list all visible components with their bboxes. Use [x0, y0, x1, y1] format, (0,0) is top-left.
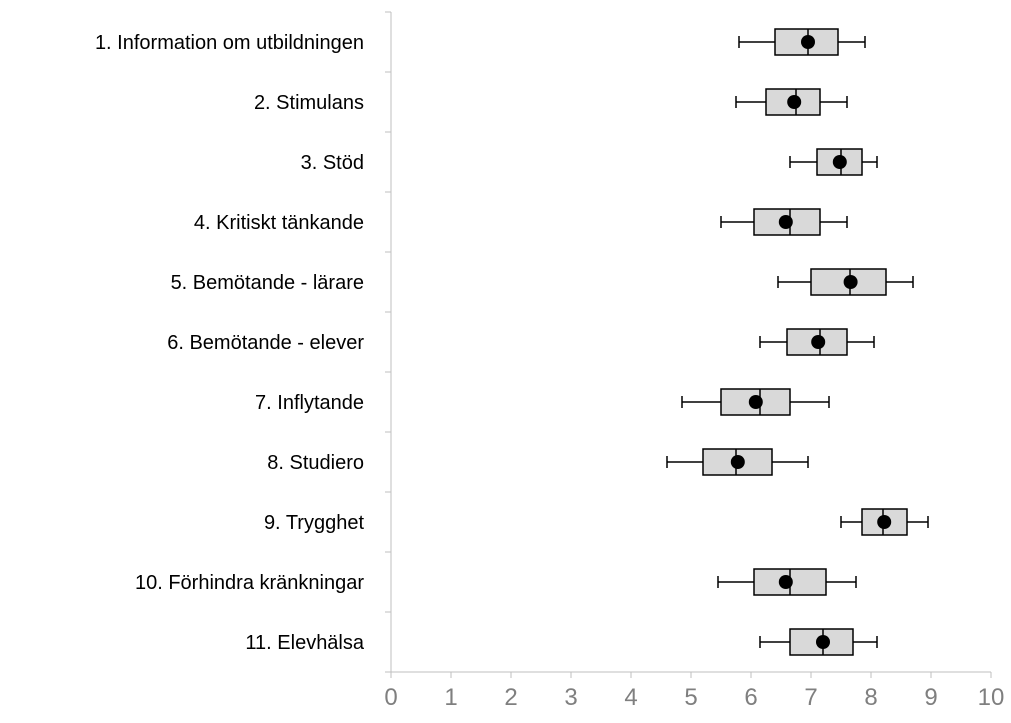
x-tick-label: 5 — [684, 684, 697, 711]
box-item — [720, 208, 848, 236]
mean-marker — [787, 95, 802, 109]
mean-marker — [816, 635, 830, 649]
category-label: 2. Stimulans — [254, 92, 364, 114]
category-label: 7. Inflytande — [255, 392, 364, 414]
mean-marker — [801, 35, 815, 49]
category-label: 1. Information om utbildningen — [95, 32, 364, 54]
box-item — [759, 628, 878, 656]
category-labels: 1. Information om utbildningen 2. Stimula… — [95, 32, 365, 654]
x-tick-label: 0 — [384, 684, 397, 711]
box-item — [738, 28, 866, 56]
box-item — [759, 328, 875, 356]
x-tick-label: 1 — [444, 684, 457, 711]
mean-marker — [877, 515, 892, 529]
mean-marker — [832, 155, 847, 169]
x-tick-label: 2 — [504, 684, 517, 711]
category-label: 10. Förhindra kränkningar — [135, 572, 364, 594]
mean-marker — [843, 275, 858, 289]
x-tick-label: 6 — [744, 684, 757, 711]
x-tick-label: 4 — [624, 684, 637, 711]
x-tick-labels: 0 1 2 3 4 5 6 7 8 9 10 — [384, 684, 1004, 711]
x-tick-label: 10 — [978, 684, 1005, 711]
x-axis-ticks — [390, 672, 992, 678]
category-label: 11. Elevhälsa — [245, 632, 364, 654]
box-item — [840, 508, 929, 536]
x-tick-label: 7 — [804, 684, 817, 711]
mean-marker — [811, 335, 826, 349]
box-item — [789, 148, 878, 176]
box-item — [666, 448, 809, 476]
box-item — [681, 388, 830, 416]
box-series — [666, 28, 929, 656]
box-item — [777, 268, 914, 296]
mean-marker — [748, 395, 763, 409]
mean-marker — [730, 455, 745, 469]
x-tick-label: 9 — [924, 684, 937, 711]
box-iqr — [753, 208, 821, 236]
mean-marker — [778, 575, 793, 589]
x-tick-label: 8 — [864, 684, 877, 711]
box-item — [717, 568, 857, 596]
box-item — [735, 88, 848, 116]
y-axis-ticks — [385, 11, 391, 673]
category-label: 8. Studiero — [267, 452, 364, 474]
mean-marker — [778, 215, 793, 229]
category-label: 5. Bemötande - lärare — [171, 272, 364, 294]
category-label: 3. Stöd — [301, 152, 364, 174]
x-tick-label: 3 — [564, 684, 577, 711]
axes — [390, 12, 991, 673]
category-label: 6. Bemötande - elever — [167, 332, 364, 354]
category-label: 4. Kritiskt tänkande — [194, 212, 364, 234]
category-label: 9. Trygghet — [264, 512, 365, 534]
